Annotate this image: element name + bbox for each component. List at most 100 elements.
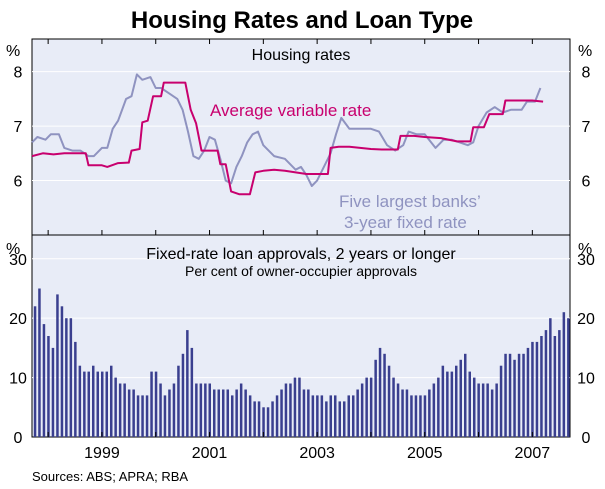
approval-bar-100 [481,383,485,437]
approval-bar-113 [540,336,543,437]
approval-bar-104 [499,365,503,437]
approval-bar-102 [490,389,494,437]
approval-bar-49 [253,401,256,437]
approval-bar-91 [441,365,445,437]
approval-bar-47 [244,389,247,437]
approval-bar-2 [42,324,46,437]
top-panel-unit-left: % [6,43,20,60]
approval-bar-6 [60,306,64,437]
approval-bar-92 [446,371,449,437]
xtick-label-2005: 2005 [407,445,443,462]
variable-rate-label: Average variable rate [210,101,371,120]
approval-bar-41 [217,389,220,437]
approval-bar-52 [266,407,270,437]
approval-bar-4 [51,347,55,437]
top-panel-title: Housing rates [252,47,351,64]
approval-bar-14 [96,371,99,437]
approval-bar-115 [549,318,552,437]
approval-bar-10 [78,365,82,437]
bottom-ytick-left-10: 10 [9,371,27,388]
approval-bar-89 [432,383,436,437]
xtick-label-2007: 2007 [515,445,551,462]
approval-bar-80 [392,377,395,437]
approval-bar-50 [257,401,261,437]
variable-rate-line [31,81,544,196]
approval-bar-24 [141,395,144,437]
approval-bar-76 [374,359,377,437]
approval-bar-26 [150,371,153,437]
approval-bar-87 [423,395,427,437]
approval-bar-94 [455,365,458,437]
approval-bar-34 [186,330,189,437]
approval-bar-88 [428,389,431,437]
top-ytick-right-8: 8 [582,65,591,82]
approval-bar-20 [123,383,126,437]
bottom-ytick-left-30: 30 [9,252,27,269]
approval-bar-82 [401,389,404,437]
top-ytick-left-7: 7 [14,119,23,136]
approval-bar-15 [101,371,104,437]
approval-bar-0 [33,306,37,437]
approval-bar-72 [356,389,359,437]
approval-bar-35 [190,347,194,437]
approval-bar-65 [325,401,328,437]
approval-bar-97 [468,371,471,437]
approval-bar-70 [347,395,350,437]
approval-bar-22 [132,389,135,437]
approval-bar-59 [298,377,301,437]
bottom-ytick-right-0: 0 [582,430,591,447]
approval-bar-38 [204,383,207,437]
approval-bar-85 [414,395,418,437]
axis-ticks: 6 6 7 7 8 8 0 0 10 10 20 20 30 30 1999 2001 2003 2005 2007 [9,39,595,462]
approval-bar-67 [334,395,337,437]
top-panel-unit-right: % [578,43,592,60]
approval-bar-43 [226,389,229,437]
figure-title: Housing Rates and Loan Type [131,7,473,34]
approval-bar-45 [235,389,238,437]
approval-bar-17 [110,365,113,437]
approval-bar-25 [145,395,149,437]
approval-bar-39 [208,383,211,437]
xtick-label-2001: 2001 [192,445,228,462]
approval-bar-96 [464,353,467,437]
bottom-ytick-left-0: 0 [14,430,23,447]
approval-bar-33 [181,353,185,437]
approval-bar-117 [558,330,561,437]
approval-bar-21 [127,389,131,437]
approval-bar-62 [311,395,315,437]
top-ytick-left-6: 6 [14,174,23,191]
approval-bar-73 [360,383,364,437]
approval-bar-46 [239,383,243,437]
approval-bar-60 [302,389,306,437]
bottom-panel-unit-right: % [578,241,592,258]
approval-bar-77 [378,347,382,437]
approval-bar-23 [136,395,140,437]
approval-bar-19 [118,383,122,437]
approval-bar-114 [544,330,548,437]
approval-bar-36 [195,383,198,437]
approval-bar-79 [387,365,391,437]
approval-bar-40 [213,389,216,437]
approval-bar-12 [87,371,90,437]
xtick-label-2003: 2003 [299,445,335,462]
rate-lines [31,73,544,196]
approval-bar-30 [168,389,171,437]
approval-bar-42 [222,389,225,437]
approval-bar-103 [495,383,498,437]
bottom-ytick-right-30: 30 [577,252,595,269]
approval-bar-57 [289,383,292,437]
approval-bar-8 [69,318,73,437]
bottom-panel-unit-left: % [6,241,20,258]
approval-bar-18 [114,377,117,437]
approval-bar-56 [284,383,288,437]
bottom-panel-background [31,234,571,438]
xtick-label-1999: 1999 [84,445,120,462]
approval-bar-74 [365,377,368,437]
top-ytick-right-7: 7 [582,119,591,136]
approval-bar-109 [522,353,525,437]
approval-bar-54 [275,395,279,437]
approval-bar-55 [280,389,283,437]
approval-bar-99 [477,383,480,437]
top-ytick-left-8: 8 [14,65,23,82]
approval-bar-66 [329,395,332,437]
